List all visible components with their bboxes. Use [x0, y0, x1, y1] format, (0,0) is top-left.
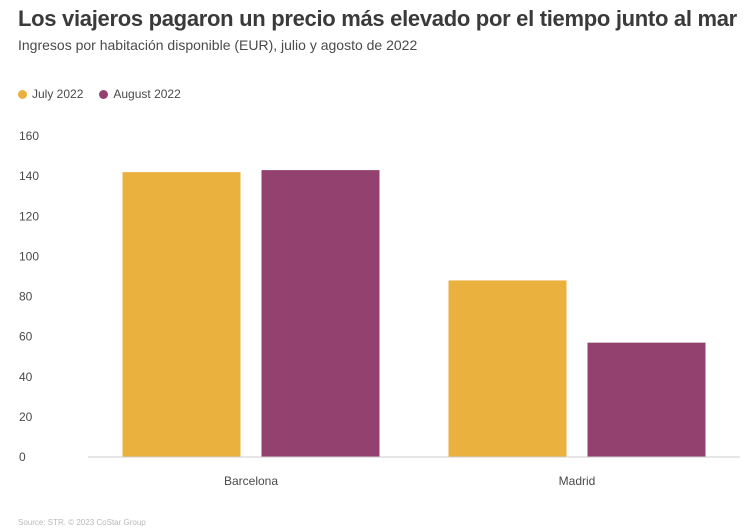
bar-madrid-july-2022: [448, 280, 567, 457]
bar-barcelona-july-2022: [122, 172, 241, 458]
y-tick-label: 120: [19, 209, 39, 223]
y-tick-label: 20: [19, 410, 33, 424]
y-tick-label: 100: [19, 249, 39, 263]
legend-item-july: July 2022: [18, 87, 83, 101]
legend-label-july: July 2022: [32, 87, 84, 101]
chart-legend: July 2022 August 2022: [18, 87, 181, 101]
x-tick-label: Barcelona: [224, 474, 278, 488]
legend-swatch-august: [99, 89, 109, 99]
source-note: Source: STR. © 2023 CoStar Group: [18, 518, 146, 527]
x-tick-label: Madrid: [559, 474, 596, 488]
legend-item-august: August 2022: [99, 87, 181, 101]
y-tick-label: 140: [19, 169, 39, 183]
y-tick-label: 160: [19, 129, 39, 143]
y-tick-label: 60: [19, 330, 33, 344]
legend-swatch-july: [18, 89, 27, 99]
chart-title: Los viajeros pagaron un precio más eleva…: [18, 6, 737, 31]
y-tick-label: 0: [19, 450, 26, 464]
legend-label-august: August 2022: [113, 87, 181, 101]
bar-barcelona-august-2022: [261, 170, 380, 457]
y-tick-label: 80: [19, 290, 33, 304]
y-tick-label: 40: [19, 370, 33, 384]
bar-madrid-august-2022: [587, 342, 706, 457]
chart-subtitle: Ingresos por habitación disponible (EUR)…: [18, 37, 418, 53]
